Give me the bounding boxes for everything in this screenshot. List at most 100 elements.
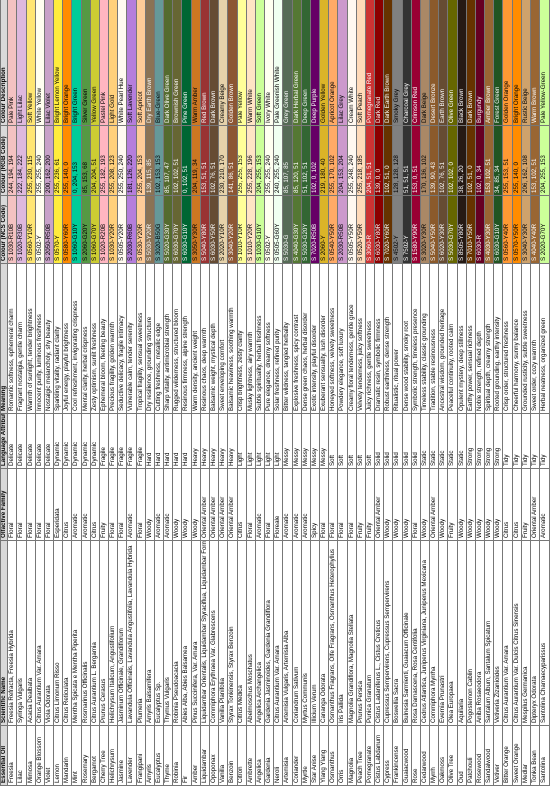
table-cell: Pure elegance, dreamy softness — [264, 263, 274, 414]
table-cell: Dynamic — [71, 413, 82, 469]
table-cell: Bulnesia Sarmienti, Guaiacum Officinale — [402, 540, 412, 726]
table-row: Orris Iris Pallida Floral Soft Powdery elega… — [337, 0, 348, 786]
table-cell: Hard — [181, 413, 192, 469]
table-cell: 255, 248, 240 — [347, 125, 357, 196]
table-cell: 34, 85, 34 — [493, 125, 503, 196]
table-cell: 255, 250, 240 — [117, 125, 127, 196]
table-cell: Aromatic — [71, 468, 82, 541]
table-cell: S 3050-Y30R — [191, 195, 201, 264]
table-cell: Myrrh — [429, 725, 439, 786]
table-cell: Aromatic — [81, 468, 91, 541]
table-cell: Precious fragility, golden warmth — [108, 263, 118, 414]
table-cell: Static — [457, 413, 467, 469]
table-cell: S 6030-R — [475, 195, 485, 264]
table-cell: 139, 115, 85 — [145, 125, 155, 196]
table-cell: Creamy Beige — [218, 0, 228, 126]
table-cell: Rose — [411, 725, 421, 786]
table-cell: Oriental Amber — [374, 468, 384, 541]
table-cell: Oriental Amber — [227, 468, 237, 541]
table-cell: Exuberant sensuality, lush disorder — [319, 263, 329, 414]
table-cell: Lilac Grey — [337, 0, 348, 126]
table-cell: Floral — [411, 468, 421, 541]
table-cell: Oriental Amber — [200, 468, 210, 541]
table-cell: S 0560-Y10R — [26, 195, 36, 264]
table-cell: Jasmine — [117, 725, 127, 786]
table-cell: Pinus Succinifera, Var. Amara — [191, 540, 201, 726]
table-cell: 0, 204, 153 — [71, 125, 82, 196]
table-cell: Illicium Verum — [310, 540, 320, 726]
table-row: Rosemary Rosmarinus Officinalis Aromatic Dy… — [81, 0, 91, 786]
table-cell: Prunus Cerasus — [99, 540, 109, 726]
table-cell: Solar freshness, refined purity — [273, 263, 283, 414]
table-row: Violet Viola Odorata Floral Delicate Nostalg… — [44, 0, 54, 786]
table-cell: Olea Europaea — [447, 540, 458, 726]
table-row: Rose Rosa Damascena, Rosa Centifolia Flora… — [411, 0, 421, 786]
table-cell: Brownish Green — [172, 0, 182, 126]
table-cell: Dark Brown — [209, 0, 219, 126]
table-cell: Musky lightness, airy warmth — [246, 263, 256, 414]
header-cell: Essential Oil — [0, 725, 8, 786]
table-cell: Light — [255, 413, 265, 469]
table-cell: 255, 255, 153 — [237, 125, 247, 196]
table-cell: Gardenia — [264, 725, 274, 786]
table-cell: 255, 140, 0 — [512, 125, 522, 196]
table-cell: Amber Brown — [484, 0, 494, 126]
table-cell: Citron — [237, 725, 247, 786]
table-cell: Grounded rusticity, subtle sweetness — [521, 263, 531, 414]
table-cell: Golden Brown — [227, 0, 237, 126]
table-cell: Amber — [191, 725, 201, 786]
table-row: Peach Tree Prunus Persica Fruity Soft Velvet… — [356, 0, 366, 786]
table-cell: Warm Amber — [191, 0, 201, 126]
table-cell: S 2060-G20Y — [81, 195, 91, 264]
table-row: Sandalwood Santalum Album, Santalum Spica… — [484, 0, 494, 786]
table-cell: Ambrette — [246, 725, 256, 786]
table-cell: Light — [246, 413, 256, 469]
table-cell: Lavandula Officinalis, Lavandula Angusti… — [126, 540, 137, 726]
table-row: Osmanthus Osmanthus Fragrans, Olfe Fragra… — [328, 0, 338, 786]
table-cell: Light Lilac — [16, 0, 27, 126]
table-cell: Soft Yellow — [26, 0, 36, 126]
table-cell: Rosmarinus Officinalis — [81, 540, 91, 726]
table-cell: Floral — [337, 468, 348, 541]
table-cell: Ylang Ylang — [319, 725, 329, 786]
table-cell: White Pearl Hue — [117, 0, 127, 126]
table-cell: Pale Greenish White — [273, 0, 283, 126]
table-cell: 181, 126, 220 — [126, 125, 137, 196]
table-cell: Deep Green — [301, 0, 311, 126]
table-cell: S 7010-Y50R — [466, 195, 476, 264]
table-cell: Warm Brown — [530, 0, 540, 126]
table-cell: Viola Odorata — [44, 540, 54, 726]
table-cell: Tradition, stable resinousness — [429, 263, 439, 414]
table-cell: Robinia — [172, 725, 182, 786]
table-cell: Citrus — [62, 468, 72, 541]
table-row: Patchouli Pogostemon Cablin Woody Strong Ear… — [466, 0, 476, 786]
table-cell: Oriental Amber — [530, 468, 540, 541]
table-cell: Woody — [457, 468, 467, 541]
table-cell: Bergamot — [90, 725, 100, 786]
table-cell: Vetiver — [493, 725, 503, 786]
table-cell: Fragile — [108, 413, 118, 469]
table-cell: 255, 153, 51 — [502, 125, 513, 196]
table-cell: Light Gold — [108, 0, 118, 126]
table-cell: Peach Tree — [356, 725, 366, 786]
table-cell: Woody — [172, 468, 182, 541]
table-body: Freesia Freesia Refracta, Freesia Hybrida… — [7, 0, 550, 786]
table-row: Bergamot Citrus Aurantium L. Bergamia Citr… — [90, 0, 100, 786]
table-cell: 255, 255, 240 — [35, 125, 45, 196]
table-cell: Fir — [181, 725, 192, 786]
table-cell: Rooted grounding, earthy intensity — [493, 263, 503, 414]
table-cell: Noble strength, refined depth — [475, 263, 485, 414]
table-cell: Angelica — [255, 725, 265, 786]
table-cell: Forest Green — [493, 0, 503, 126]
table-cell: Soft Green — [255, 0, 265, 126]
table-cell: Pale Yellow-Green — [539, 0, 550, 126]
table-cell: Woody — [466, 468, 476, 541]
table-cell: Santolina — [539, 725, 550, 786]
table-cell: Resinous firmness, alpine strength — [181, 263, 192, 414]
table-row: Angelica Angelica Archangelica Aromatic Lig… — [255, 0, 265, 786]
table-cell: Crisp brightness, zesty clarity — [237, 263, 247, 414]
table-cell: Sweet order, cozy warmth — [530, 263, 540, 414]
table-cell: Dark Brown — [466, 0, 476, 126]
table-row: Benzoin Styrax Tonkinensis, Styrax Benzoi… — [227, 0, 237, 786]
table-cell: 102, 51, 0 — [466, 125, 476, 196]
